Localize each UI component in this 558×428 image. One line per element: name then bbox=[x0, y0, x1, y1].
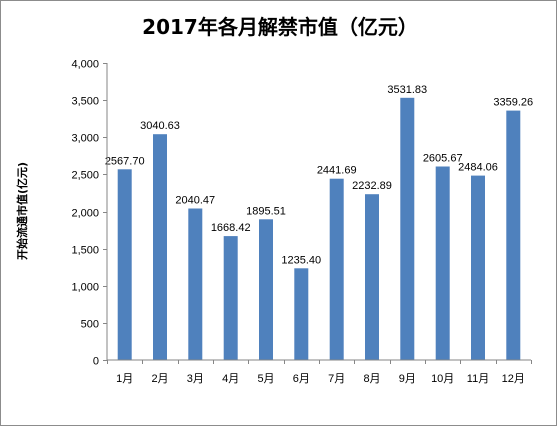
bar bbox=[471, 175, 485, 360]
data-label: 2232.89 bbox=[352, 180, 392, 192]
bar bbox=[294, 268, 309, 360]
bar bbox=[506, 110, 521, 360]
bar bbox=[223, 236, 238, 360]
x-tick-label: 10月 bbox=[431, 373, 454, 385]
data-label: 3040.63 bbox=[140, 120, 180, 132]
x-tick-label: 8月 bbox=[363, 373, 380, 385]
y-tick-label: 3,000 bbox=[71, 133, 99, 145]
axes: 0 500 1,000 1,500 2,000 2,500 3,000 3,500 4,000 1… bbox=[71, 59, 532, 385]
data-label: 3359.26 bbox=[493, 97, 533, 109]
data-label: 2484.06 bbox=[458, 162, 498, 174]
x-tick-label: 12月 bbox=[502, 373, 525, 385]
data-label: 3531.83 bbox=[387, 84, 427, 96]
y-tick-label: 4,000 bbox=[71, 59, 99, 71]
data-label: 1895.51 bbox=[246, 205, 286, 217]
x-tick-label: 11月 bbox=[467, 373, 489, 385]
data-label: 2605.67 bbox=[423, 153, 463, 165]
x-tick-label: 9月 bbox=[399, 373, 416, 385]
data-label: 1235.40 bbox=[281, 254, 321, 266]
bar bbox=[153, 134, 167, 360]
bar bbox=[188, 208, 203, 360]
x-tick-label: 4月 bbox=[222, 373, 239, 385]
x-tick-label: 3月 bbox=[187, 373, 204, 385]
bar bbox=[329, 178, 344, 360]
data-label: 1668.42 bbox=[211, 222, 251, 234]
x-tick-label: 1月 bbox=[116, 373, 133, 385]
y-tick-label: 1,000 bbox=[71, 282, 99, 294]
x-tick-label: 7月 bbox=[328, 373, 345, 385]
bar bbox=[400, 97, 415, 361]
x-tick-label: 2月 bbox=[151, 373, 168, 385]
bar bbox=[365, 194, 379, 360]
data-label: 2441.69 bbox=[317, 165, 357, 177]
y-tick-label: 0 bbox=[93, 356, 99, 368]
x-tick-label: 5月 bbox=[257, 373, 274, 385]
y-tick-label: 2,000 bbox=[71, 208, 99, 220]
data-labels: 2567.70 3040.63 2040.47 1668.42 1895.51 1235.… bbox=[105, 84, 533, 266]
y-tick-label: 2,500 bbox=[71, 170, 99, 182]
chart-title: 2017年各月解禁市值（亿元） bbox=[142, 15, 418, 39]
data-label: 2040.47 bbox=[175, 195, 215, 207]
bar bbox=[117, 169, 132, 360]
bar bbox=[435, 166, 450, 360]
bar-series bbox=[117, 97, 521, 361]
x-tick-label: 6月 bbox=[293, 373, 310, 385]
y-tick-label: 1,500 bbox=[71, 245, 99, 257]
data-label: 2567.70 bbox=[105, 155, 145, 167]
y-tick-label: 500 bbox=[81, 319, 99, 331]
bar bbox=[259, 219, 273, 360]
y-tick-label: 3,500 bbox=[71, 96, 99, 108]
